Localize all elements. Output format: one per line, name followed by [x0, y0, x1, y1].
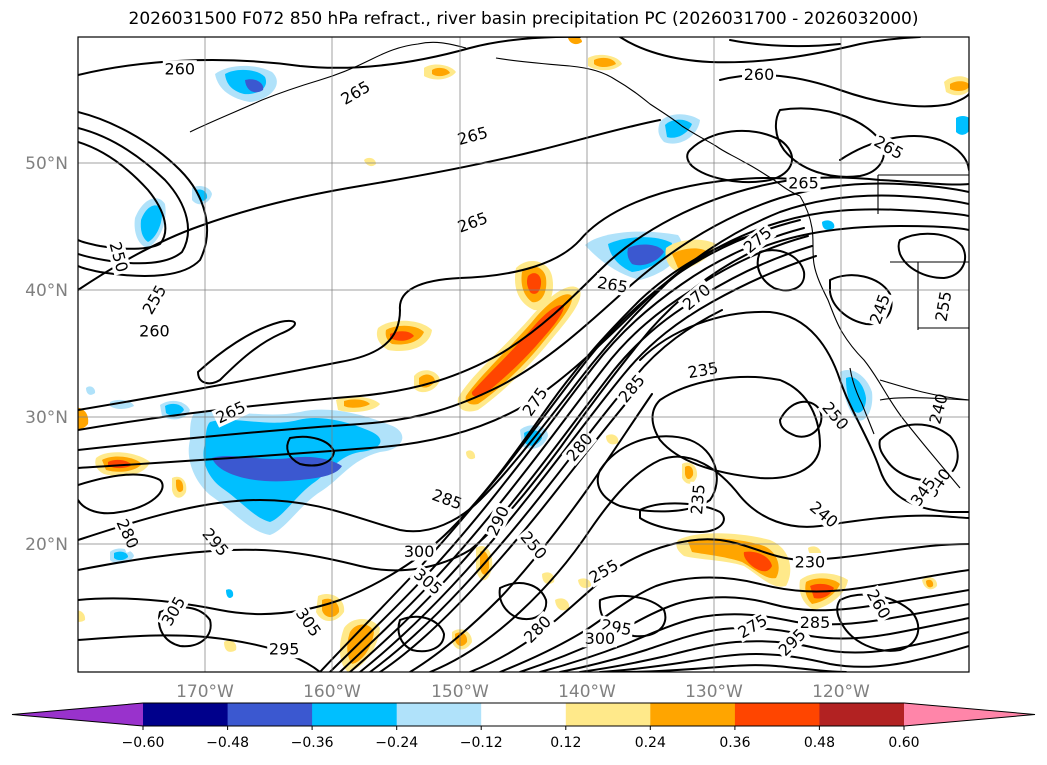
contour-label: 260 [162, 60, 197, 79]
colorbar-extend-min [12, 703, 143, 726]
chart-title: 2026031500 F072 850 hPa refract., river … [128, 9, 919, 29]
latitude-labels: 50°N 40°N 30°N 20°N [25, 154, 68, 555]
refractivity-contours [78, 37, 969, 672]
gridlines [78, 37, 969, 672]
colorbar-tick-label: 0.12 [550, 735, 581, 751]
colorbar-tick-label: −0.12 [460, 735, 503, 751]
contour-label-text: 230 [795, 553, 826, 572]
lon-label: 160°W [303, 682, 361, 702]
contour-label-text: 260 [165, 60, 196, 79]
longitude-labels: 170°W 160°W 150°W 140°W 130°W 120°W [176, 682, 870, 702]
contour-label-text: 260 [139, 322, 170, 341]
contour-label-text: 295 [269, 640, 300, 659]
colorbar-segment [481, 703, 567, 726]
colorbar-segment [565, 703, 651, 726]
precip-shading-negative [86, 65, 969, 598]
coastlines [189, 41, 969, 489]
colorbar-tick-label: −0.60 [122, 735, 165, 751]
contour-label-text: 265 [788, 173, 819, 192]
contour-label: 230 [792, 553, 827, 572]
contour-label: 300 [402, 542, 437, 561]
lat-label: 50°N [25, 154, 68, 174]
colorbar-extend-max [904, 703, 1035, 726]
contour-label-text: 260 [744, 65, 775, 84]
lon-label: 140°W [558, 682, 616, 702]
contour-label: 265 [594, 273, 631, 297]
colorbar-segment [396, 703, 482, 726]
colorbar-segment [734, 703, 820, 726]
contour-label: 235 [687, 481, 709, 518]
lat-label: 40°N [25, 281, 68, 301]
contour-label: 295 [267, 640, 302, 659]
contour-label: 265 [786, 173, 821, 192]
lon-label: 130°W [685, 682, 743, 702]
contour-label: 300 [582, 629, 617, 648]
contour-label-text: 285 [800, 613, 831, 632]
lat-label: 30°N [25, 408, 68, 428]
contour-label: 275 [517, 382, 553, 421]
colorbar-tick-label: 0.48 [804, 735, 835, 751]
lon-label: 120°W [812, 682, 870, 702]
contour-label: 345 [906, 472, 941, 511]
colorbar-segment [227, 703, 313, 726]
contour-label: 305 [157, 591, 190, 631]
contour-label-text: 300 [404, 542, 435, 561]
lat-label: 20°N [25, 535, 68, 555]
colorbar-tick-label: −0.36 [291, 735, 334, 751]
contour-label: 260 [742, 65, 776, 84]
contour-label-text: 300 [585, 629, 616, 648]
colorbar: −0.60 −0.48 −0.36 −0.24 −0.12 0.12 0.24 0.36 0.4… [11, 702, 1036, 751]
contour-label: 260 [137, 322, 172, 341]
contour-label-text: 235 [687, 483, 709, 515]
colorbar-tick-label: −0.24 [375, 735, 418, 751]
colorbar-segment [650, 703, 736, 726]
colorbar-tick-label: 0.60 [888, 735, 919, 751]
map-frame [77, 36, 970, 673]
colorbar-tick-label: 0.24 [635, 735, 666, 751]
contour-label: 285 [798, 613, 832, 632]
colorbar-tick-label: 0.36 [719, 735, 750, 751]
colorbar-segment [819, 703, 905, 726]
lon-label: 170°W [176, 682, 234, 702]
colorbar-tick-label: −0.48 [206, 735, 249, 751]
lon-label: 150°W [431, 682, 489, 702]
colorbar-segment [312, 703, 398, 726]
colorbar-segment [143, 703, 229, 726]
